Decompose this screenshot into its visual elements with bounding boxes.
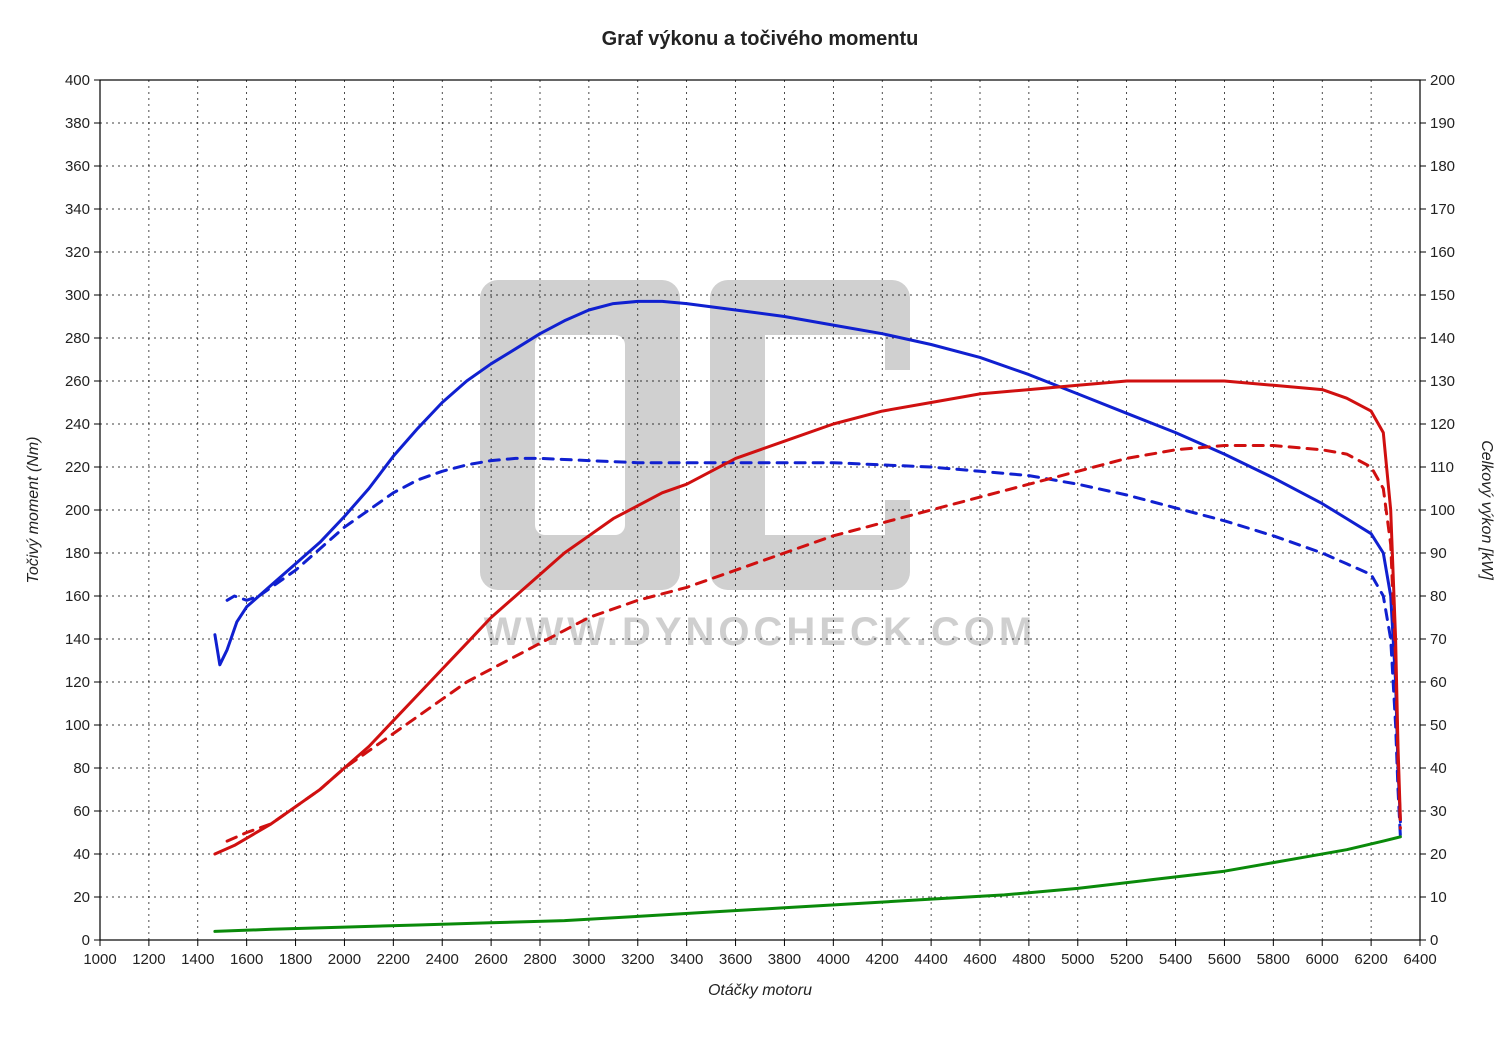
x-tick-label: 4200 [866, 951, 899, 968]
x-tick-label: 4600 [963, 951, 996, 968]
y-right-tick-label: 180 [1430, 158, 1455, 175]
x-tick-label: 2200 [377, 951, 410, 968]
y-left-tick-label: 280 [65, 330, 90, 347]
y-right-tick-label: 160 [1430, 244, 1455, 261]
y-right-tick-label: 100 [1430, 502, 1455, 519]
x-tick-label: 1000 [83, 951, 116, 968]
y-left-tick-label: 240 [65, 416, 90, 433]
y-left-tick-label: 220 [65, 459, 90, 476]
x-tick-label: 6400 [1403, 951, 1436, 968]
y-left-tick-label: 0 [82, 932, 90, 949]
y-right-tick-label: 40 [1430, 760, 1447, 777]
y-left-tick-label: 120 [65, 674, 90, 691]
x-tick-label: 2600 [474, 951, 507, 968]
y-left-tick-label: 300 [65, 287, 90, 304]
x-tick-label: 3400 [670, 951, 703, 968]
x-tick-label: 5800 [1257, 951, 1290, 968]
x-tick-label: 3800 [768, 951, 801, 968]
y-right-tick-label: 70 [1430, 631, 1447, 648]
x-tick-label: 3200 [621, 951, 654, 968]
x-tick-label: 1800 [279, 951, 312, 968]
chart-svg: WWW.DYNOCHECK.COM10001200140016001800200… [0, 0, 1500, 1041]
x-axis-label: Otáčky motoru [708, 982, 812, 999]
x-tick-label: 1400 [181, 951, 214, 968]
watermark-url: WWW.DYNOCHECK.COM [484, 610, 1036, 654]
y-right-tick-label: 120 [1430, 416, 1455, 433]
x-tick-label: 3000 [572, 951, 605, 968]
y-left-tick-label: 360 [65, 158, 90, 175]
y-left-tick-label: 80 [73, 760, 90, 777]
x-tick-label: 2000 [328, 951, 361, 968]
y-right-axis-label: Celkový výkon [kW] [1478, 440, 1495, 580]
x-tick-label: 1200 [132, 951, 165, 968]
y-left-tick-label: 320 [65, 244, 90, 261]
y-left-tick-label: 40 [73, 846, 90, 863]
y-left-tick-label: 140 [65, 631, 90, 648]
y-right-tick-label: 200 [1430, 72, 1455, 89]
x-tick-label: 2800 [523, 951, 556, 968]
x-tick-label: 5600 [1208, 951, 1241, 968]
y-right-tick-label: 20 [1430, 846, 1447, 863]
y-right-tick-label: 60 [1430, 674, 1447, 691]
x-tick-label: 3600 [719, 951, 752, 968]
y-left-tick-label: 60 [73, 803, 90, 820]
y-left-tick-label: 160 [65, 588, 90, 605]
x-tick-label: 5000 [1061, 951, 1094, 968]
series-loss_power [215, 837, 1401, 932]
chart-title: Graf výkonu a točivého momentu [602, 28, 919, 50]
x-tick-label: 4400 [914, 951, 947, 968]
y-right-tick-label: 190 [1430, 115, 1455, 132]
y-right-tick-label: 90 [1430, 545, 1447, 562]
y-left-tick-label: 100 [65, 717, 90, 734]
y-right-tick-label: 140 [1430, 330, 1455, 347]
x-tick-label: 5400 [1159, 951, 1192, 968]
y-right-tick-label: 110 [1430, 459, 1454, 476]
y-left-tick-label: 260 [65, 373, 90, 390]
x-tick-label: 1600 [230, 951, 263, 968]
y-left-tick-label: 340 [65, 201, 90, 218]
y-right-tick-label: 10 [1430, 889, 1447, 906]
y-left-tick-label: 400 [65, 72, 90, 89]
x-tick-label: 6000 [1306, 951, 1339, 968]
dyno-chart: WWW.DYNOCHECK.COM10001200140016001800200… [0, 0, 1500, 1041]
y-right-tick-label: 30 [1430, 803, 1447, 820]
y-right-tick-label: 170 [1430, 201, 1455, 218]
y-left-tick-label: 20 [73, 889, 90, 906]
y-left-axis-label: Točivý moment (Nm) [25, 437, 42, 584]
x-tick-label: 4000 [817, 951, 850, 968]
y-right-tick-label: 80 [1430, 588, 1447, 605]
y-right-tick-label: 0 [1430, 932, 1438, 949]
x-tick-label: 2400 [426, 951, 459, 968]
x-tick-label: 4800 [1012, 951, 1045, 968]
y-right-tick-label: 130 [1430, 373, 1455, 390]
y-left-tick-label: 380 [65, 115, 90, 132]
y-left-tick-label: 200 [65, 502, 90, 519]
y-right-tick-label: 150 [1430, 287, 1455, 304]
y-left-tick-label: 180 [65, 545, 90, 562]
x-tick-label: 6200 [1354, 951, 1387, 968]
x-tick-label: 5200 [1110, 951, 1143, 968]
y-right-tick-label: 50 [1430, 717, 1447, 734]
